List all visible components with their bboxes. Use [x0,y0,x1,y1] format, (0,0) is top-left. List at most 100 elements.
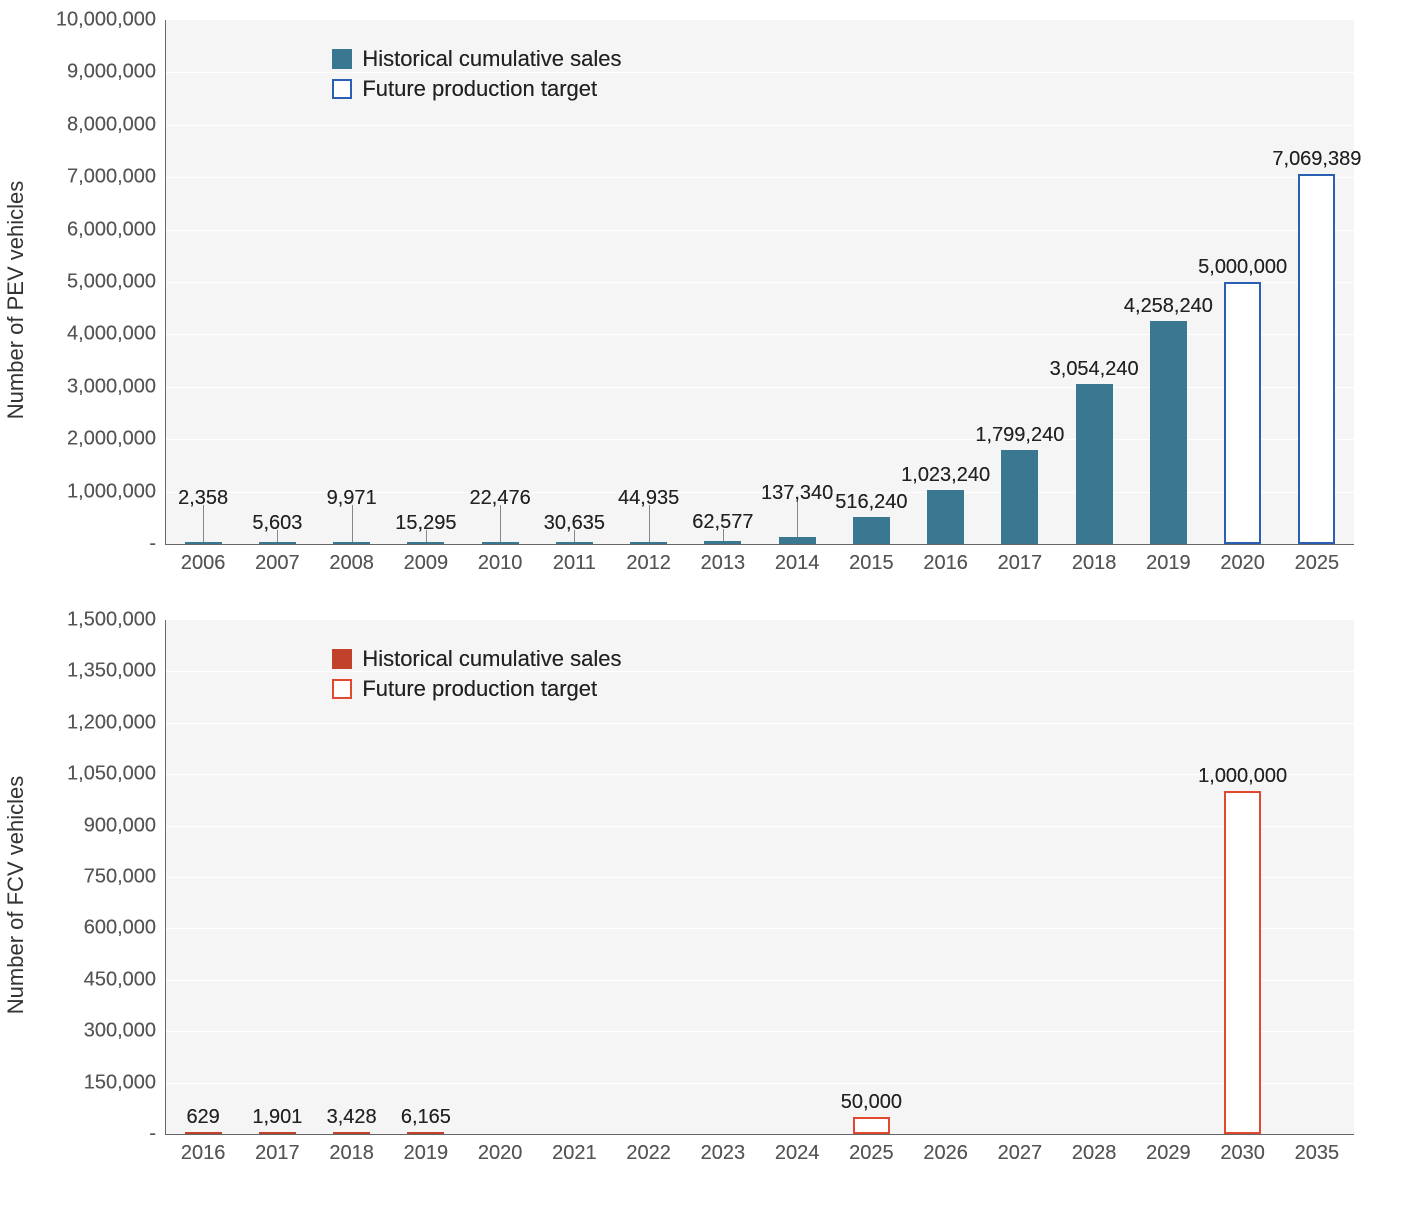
fcv-chart: Number of FCV vehicles -150,000300,00045… [10,610,1384,1180]
pev-xtick-label: 2014 [775,544,820,575]
fcv-gridline [166,928,1354,929]
pev-bar-historical [556,542,593,544]
fcv-value-label: 1,000,000 [1198,765,1287,788]
pev-legend-label: Historical cumulative sales [362,46,621,72]
pev-xtick-label: 2020 [1220,544,1265,575]
pev-ytick-label: 3,000,000 [67,375,166,398]
fcv-xtick-label: 2027 [998,1134,1043,1165]
fcv-value-label: 629 [186,1106,219,1129]
fcv-ytick-label: 450,000 [84,968,166,991]
fcv-ytick-label: 300,000 [84,1020,166,1043]
fcv-xtick-label: 2022 [626,1134,671,1165]
pev-chart: Number of PEV vehicles -1,000,0002,000,0… [10,10,1384,590]
fcv-gridline [166,774,1354,775]
fcv-xtick-label: 2020 [478,1134,523,1165]
fcv-legend-item: Future production target [332,676,621,702]
pev-value-label: 15,295 [395,512,456,535]
pev-xtick-label: 2010 [478,544,523,575]
pev-gridline [166,282,1354,283]
pev-value-label: 137,340 [761,482,833,505]
pev-xtick-label: 2008 [329,544,374,575]
fcv-gridline [166,1083,1354,1084]
fcv-legend-swatch-historical [332,649,352,669]
pev-value-label: 1,023,240 [901,464,990,487]
fcv-bar-target [853,1117,890,1134]
pev-gridline [166,125,1354,126]
fcv-xtick-label: 2035 [1295,1134,1340,1165]
fcv-legend-label: Historical cumulative sales [362,646,621,672]
fcv-plot-area: -150,000300,000450,000600,000750,000900,… [165,620,1354,1135]
pev-bar-historical [1001,450,1038,544]
fcv-value-label: 3,428 [327,1106,377,1129]
pev-plot-area: -1,000,0002,000,0003,000,0004,000,0005,0… [165,20,1354,545]
pev-value-label: 516,240 [835,491,907,514]
pev-xtick-label: 2007 [255,544,300,575]
fcv-value-label: 1,901 [252,1106,302,1129]
fcv-bar-historical [333,1132,370,1134]
pev-ytick-label: 8,000,000 [67,113,166,136]
pev-xtick-label: 2016 [923,544,968,575]
fcv-ytick-label: 150,000 [84,1071,166,1094]
pev-xtick-label: 2011 [553,544,596,575]
fcv-gridline [166,1031,1354,1032]
fcv-legend: Historical cumulative sales Future produc… [332,646,621,706]
pev-bar-historical [779,537,816,544]
pev-ytick-label: 9,000,000 [67,61,166,84]
fcv-ytick-label: 1,200,000 [67,711,166,734]
pev-leader-line [649,505,650,542]
pev-legend-item: Historical cumulative sales [332,46,621,72]
pev-ytick-label: 7,000,000 [67,166,166,189]
fcv-xtick-label: 2018 [329,1134,374,1165]
pev-legend-swatch-historical [332,49,352,69]
pev-leader-line [352,505,353,542]
fcv-bar-historical [259,1132,296,1134]
pev-xtick-label: 2012 [626,544,671,575]
fcv-ylabel: Number of FCV vehicles [3,776,29,1014]
pev-ytick-label: - [149,533,166,556]
pev-value-label: 3,054,240 [1050,358,1139,381]
pev-ytick-label: 6,000,000 [67,218,166,241]
fcv-ytick-label: 1,500,000 [67,609,166,632]
pev-ytick-label: 5,000,000 [67,271,166,294]
pev-legend-swatch-target [332,79,352,99]
fcv-xtick-label: 2024 [775,1134,820,1165]
pev-leader-line [797,500,798,537]
pev-bar-historical [259,542,296,544]
pev-gridline [166,177,1354,178]
fcv-xtick-label: 2019 [404,1134,449,1165]
pev-legend: Historical cumulative salesFuture produc… [332,46,621,106]
pev-ytick-label: 4,000,000 [67,323,166,346]
pev-bar-historical [407,542,444,544]
fcv-xtick-label: 2028 [1072,1134,1117,1165]
pev-xtick-label: 2013 [701,544,746,575]
pev-value-label: 9,971 [327,487,377,510]
pev-ytick-label: 2,000,000 [67,428,166,451]
pev-xtick-label: 2019 [1146,544,1191,575]
pev-value-label: 5,000,000 [1198,256,1287,279]
pev-bar-historical [1076,384,1113,544]
pev-value-label: 2,358 [178,487,228,510]
pev-xtick-label: 2025 [1295,544,1340,575]
pev-ylabel: Number of PEV vehicles [3,181,29,419]
fcv-legend-item: Historical cumulative sales [332,646,621,672]
fcv-gridline [166,826,1354,827]
pev-bar-historical [333,542,370,544]
pev-leader-line [500,505,501,542]
pev-value-label: 1,799,240 [975,424,1064,447]
pev-ytick-label: 1,000,000 [67,480,166,503]
fcv-ytick-label: 750,000 [84,866,166,889]
pev-value-label: 30,635 [544,512,605,535]
fcv-xtick-label: 2030 [1220,1134,1265,1165]
fcv-bar-historical [407,1132,444,1134]
pev-bar-historical [185,542,222,544]
pev-bar-historical [853,517,890,544]
fcv-bar-historical [185,1132,222,1134]
pev-gridline [166,230,1354,231]
fcv-xtick-label: 2023 [701,1134,746,1165]
fcv-gridline [166,723,1354,724]
fcv-xtick-label: 2017 [255,1134,300,1165]
pev-value-label: 44,935 [618,487,679,510]
pev-value-label: 5,603 [252,512,302,535]
fcv-ytick-label: 600,000 [84,917,166,940]
fcv-xtick-label: 2021 [552,1134,597,1165]
